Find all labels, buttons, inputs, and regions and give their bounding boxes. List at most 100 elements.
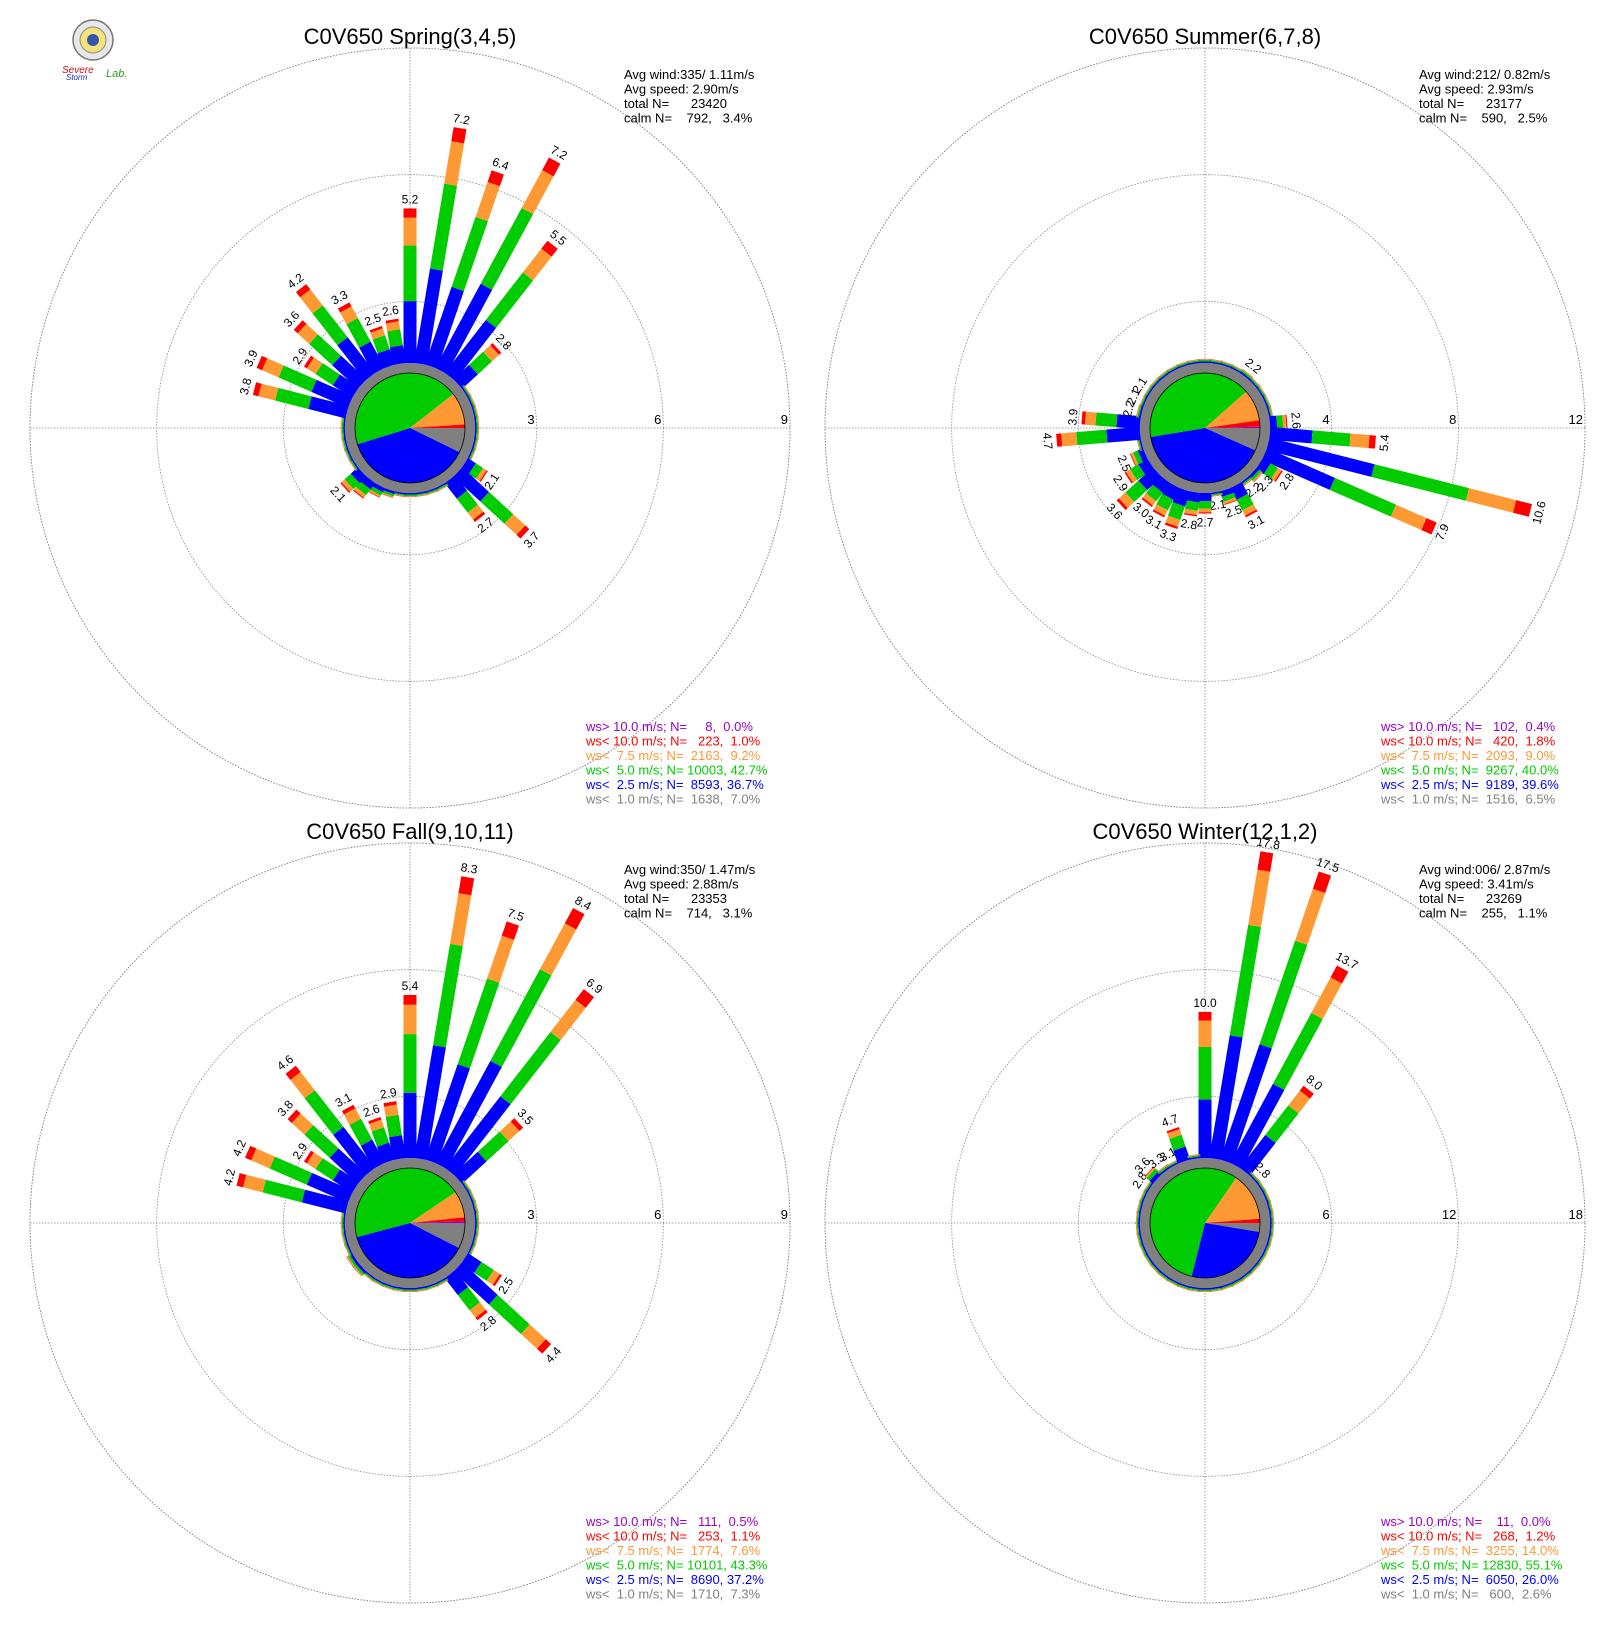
sector-bar xyxy=(403,483,417,497)
bar-segment xyxy=(1150,1263,1161,1274)
bar-segment xyxy=(1261,1243,1269,1256)
bar-segment xyxy=(1143,1179,1151,1191)
bar-segment xyxy=(466,448,474,461)
bar-segment xyxy=(315,363,340,386)
bar-label: 4.2 xyxy=(230,1137,250,1158)
bar-segment xyxy=(300,289,323,314)
bar-segment xyxy=(1230,366,1243,374)
bar-segment xyxy=(1136,1199,1141,1213)
bar-segment xyxy=(355,481,371,495)
bar-segment xyxy=(1259,1179,1267,1191)
bar-segment xyxy=(1187,359,1201,364)
bar-segment xyxy=(1239,371,1252,381)
bar-label: 2.1 xyxy=(1208,497,1227,514)
legend-entry: ws< 5.0 m/s; N= 10101, 43.3% xyxy=(585,1558,768,1573)
bar-segment xyxy=(340,427,343,441)
bar-segment xyxy=(1157,369,1168,378)
legend-entry: ws< 2.5 m/s; N= 8593, 36.7% xyxy=(585,777,764,792)
bar-segment xyxy=(371,1278,385,1286)
bar-segment xyxy=(1261,1190,1269,1203)
bar-segment xyxy=(1209,1287,1223,1292)
bar-segment xyxy=(1282,414,1287,429)
bar-segment xyxy=(490,969,552,1068)
bar-segment xyxy=(435,483,449,491)
bar-segment xyxy=(341,438,346,452)
stat-line: total N= 23177 xyxy=(1419,96,1522,111)
bar-segment xyxy=(477,415,480,429)
bar-segment xyxy=(1198,1291,1212,1292)
bar-segment xyxy=(414,268,443,365)
sector-bar xyxy=(1141,467,1177,507)
bar-segment xyxy=(475,1210,479,1224)
bar-segment xyxy=(1257,1180,1266,1193)
bar-segment xyxy=(303,1150,314,1164)
sector-bar xyxy=(1166,1127,1194,1174)
bar-segment xyxy=(472,404,478,418)
bar-segment xyxy=(1144,1180,1153,1193)
bar-segment xyxy=(472,1199,478,1213)
bar-segment xyxy=(1249,377,1260,388)
bar-segment xyxy=(342,1233,348,1247)
legend-entry: ws< 5.0 m/s; N= 10003, 42.7% xyxy=(585,763,768,778)
sector-bar xyxy=(285,1065,382,1184)
bar-segment xyxy=(460,386,470,398)
bar-segment xyxy=(340,1222,343,1236)
bar-segment xyxy=(1144,1166,1154,1177)
bar-segment xyxy=(341,1104,356,1115)
bar-segment xyxy=(341,1210,345,1224)
bar-segment xyxy=(1145,484,1163,502)
sector-bar xyxy=(438,240,558,389)
bar-segment xyxy=(470,449,476,462)
bar-segment xyxy=(355,1262,367,1274)
bar-segment xyxy=(1141,1243,1149,1256)
bar-segment xyxy=(500,1031,561,1105)
bar-segment xyxy=(468,1243,475,1257)
bar-segment xyxy=(464,1179,472,1191)
bar-segment xyxy=(1259,1255,1267,1267)
bar-segment xyxy=(414,494,428,497)
logo-text-lab: Lab. xyxy=(106,68,127,80)
bar-segment xyxy=(1139,394,1145,407)
bar-segment xyxy=(1231,1279,1244,1287)
bar-segment xyxy=(1265,394,1271,407)
bar-segment xyxy=(1158,1270,1171,1280)
bar-segment xyxy=(362,1272,374,1282)
stat-line: calm N= 792, 3.4% xyxy=(624,111,753,126)
bar-segment xyxy=(480,491,514,524)
bar-segment xyxy=(1184,500,1200,511)
bar-segment xyxy=(1249,1172,1260,1183)
bar-segment xyxy=(1198,359,1212,362)
bar-segment xyxy=(1239,1134,1276,1176)
bar-segment xyxy=(426,490,439,496)
bar-segment xyxy=(403,493,417,495)
bar-segment xyxy=(1198,508,1212,513)
bar-segment xyxy=(1198,512,1212,514)
pie-outline xyxy=(1149,1167,1261,1279)
bar-segment xyxy=(1176,360,1190,366)
bar-segment xyxy=(392,492,406,497)
bar-segment xyxy=(475,181,500,222)
grid-ring xyxy=(282,1095,538,1351)
bar-segment xyxy=(1272,1210,1275,1224)
ring-label: 3 xyxy=(527,1207,534,1222)
bar-segment xyxy=(477,427,480,441)
bar-segment xyxy=(371,1279,384,1287)
bar-segment xyxy=(1133,450,1143,465)
bar-segment xyxy=(477,1222,480,1236)
bar-segment xyxy=(392,491,406,495)
bar-segment xyxy=(403,1289,417,1292)
bar-segment xyxy=(477,1210,480,1224)
pie-slice xyxy=(1150,1168,1237,1277)
bar-segment xyxy=(474,438,479,452)
bar-segment xyxy=(1224,499,1237,505)
bar-segment xyxy=(380,492,394,498)
bar-segment xyxy=(1267,404,1273,418)
bar-segment xyxy=(381,1285,395,1291)
bar-label: 17.8 xyxy=(1256,835,1282,853)
bar-segment xyxy=(403,1288,417,1290)
bar-segment xyxy=(1164,522,1178,529)
bar-segment xyxy=(453,364,478,389)
bar-segment xyxy=(392,1286,406,1290)
bar-segment xyxy=(457,1287,480,1311)
